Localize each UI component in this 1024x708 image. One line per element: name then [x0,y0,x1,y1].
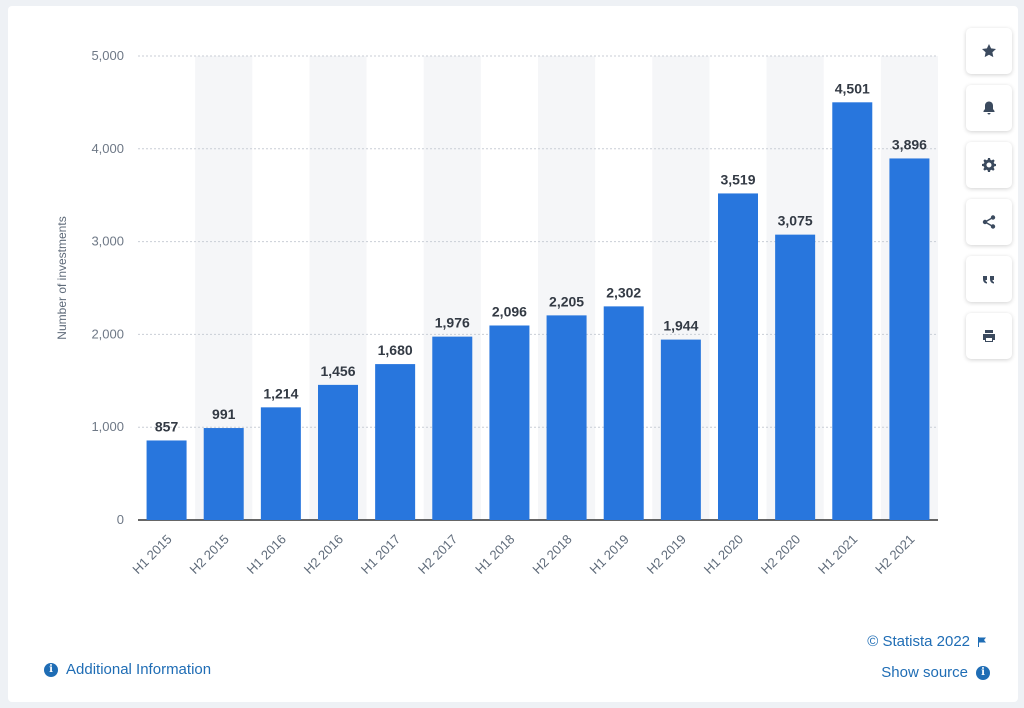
notification-button[interactable] [966,85,1012,131]
quote-icon [983,276,994,284]
bar [660,339,701,520]
x-tick-label: H1 2021 [815,532,860,577]
favorite-button[interactable] [966,28,1012,74]
info-icon: i [44,662,58,677]
x-tick-label: H1 2017 [358,532,403,577]
bar [260,407,301,520]
bar [889,158,930,520]
x-tick-label: H1 2020 [701,532,746,577]
x-tick-label: H2 2015 [186,532,231,577]
data-label: 3,519 [720,171,755,187]
x-tick-label: H2 2017 [415,532,460,577]
flag-icon [976,636,988,648]
y-tick-label: 3,000 [91,234,124,249]
x-tick-label: H2 2020 [758,532,803,577]
bar [203,428,244,520]
data-label: 3,896 [892,136,927,152]
data-label: 991 [212,406,236,422]
bar [375,364,416,520]
data-label: 1,944 [663,318,698,334]
star-icon [982,44,996,58]
print-icon [983,330,995,342]
bar [832,102,873,521]
x-tick-label: H2 2016 [301,532,346,577]
x-tick-label: H2 2018 [529,532,574,577]
additional-information-link[interactable]: i Additional Information [44,661,211,678]
x-tick-label: H1 2019 [586,532,631,577]
bar [489,325,530,520]
data-label: 2,096 [492,303,527,319]
bell-icon [983,101,995,115]
bar [318,384,358,520]
bar [718,193,758,520]
x-tick-label: H1 2015 [129,532,174,577]
y-tick-label: 4,000 [91,141,124,156]
bar [146,440,187,520]
y-tick-label: 0 [117,512,124,527]
data-label: 857 [155,418,179,434]
info-icon: i [976,665,990,680]
y-axis-label: Number of investments [55,216,69,339]
y-tick-label: 2,000 [91,326,124,341]
share-button[interactable] [966,199,1012,245]
gear-icon [982,158,996,172]
data-label: 2,302 [606,284,641,300]
bar [775,234,816,520]
x-tick-label: H2 2019 [644,532,689,577]
data-label: 1,214 [263,385,298,401]
data-label: 1,456 [320,363,355,379]
bar [603,306,644,520]
x-tick-label: H2 2021 [872,532,917,577]
data-label: 4,501 [835,80,870,96]
copyright-link[interactable]: © Statista 2022 [867,633,988,650]
x-tick-label: H1 2016 [244,532,289,577]
data-label: 2,205 [549,293,584,309]
settings-button[interactable] [966,142,1012,188]
show-source-link[interactable]: Show source i [881,664,990,681]
additional-information-text: Additional Information [66,661,212,678]
data-label: 1,976 [435,315,470,331]
data-label: 1,680 [378,342,413,358]
bar [546,315,587,520]
print-button[interactable] [966,313,1012,359]
chart-card: 0 1,000 2,000 3,000 4,000 5,000 Number of inve… [8,6,1018,702]
bar [432,336,473,520]
cite-button[interactable] [966,256,1012,302]
share-icon [982,215,996,229]
show-source-text: Show source [881,664,968,681]
y-tick-label: 5,000 [91,48,124,63]
bar-chart: 0 1,000 2,000 3,000 4,000 5,000 Number of inve… [55,48,938,577]
copyright-text: © Statista 2022 [867,633,970,650]
data-label: 3,075 [778,213,813,229]
x-tick-label: H1 2018 [472,532,517,577]
y-tick-label: 1,000 [91,419,124,434]
